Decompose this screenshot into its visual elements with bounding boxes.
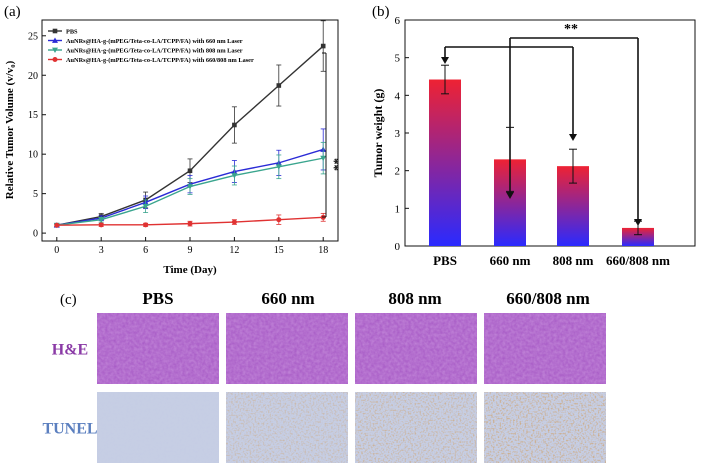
chart-a-point (276, 83, 282, 88)
legend-swatch-marker (52, 47, 58, 53)
chart-a-point (232, 122, 237, 128)
legend-swatch-marker (52, 37, 58, 43)
chart-a-series-line-0 (56, 45, 324, 226)
chart-b-category-label: PBS (433, 253, 457, 268)
chart-a-legend: PBS AuNRs@HA-g-(mPEG/Teta-co-LA/TCPP/FA) … (48, 28, 254, 64)
chart-a-point (276, 217, 282, 223)
chart-a-x-tick-label: 12 (229, 245, 239, 256)
chart-b-category-label: 660 nm (490, 253, 531, 268)
histology-texture (97, 392, 219, 463)
histology-column-title: 808 nm (388, 289, 441, 308)
chart-b-significance-label: ** (564, 22, 578, 37)
chart-b-y-tick-label: 3 (395, 128, 401, 140)
chart-a-y-tick-label: 0 (33, 229, 38, 240)
chart-a-x-axis-label: Time (Day) (163, 264, 217, 276)
tunel-stain-overlay (484, 392, 606, 463)
chart-a-y-tick-label: 5 (33, 189, 38, 200)
panel-label-a: (a) (4, 4, 21, 20)
chart-a-point (231, 173, 238, 179)
chart-b-y-tick-label: 1 (395, 203, 401, 215)
chart-a-x-tick-label: 9 (188, 245, 193, 256)
chart-a-x-tick-label: 18 (318, 245, 328, 256)
histology-row-label: TUNEL (42, 421, 97, 438)
legend-entry-label: AuNRs@HA-g-(mPEG/Teta-co-LA/TCPP/FA) wit… (66, 38, 243, 45)
chart-a-significance-label: ** (327, 158, 342, 171)
histology-panel: PBS 660 nm 808 nm 660/808 nm H&E TUNEL (42, 289, 606, 463)
chart-a-x-tick-label: 0 (54, 245, 59, 256)
legend-entry-label: AuNRs@HA-g-(mPEG/Teta-co-LA/TCPP/FA) wit… (66, 48, 243, 55)
histology-row-label: H&E (52, 342, 88, 359)
chart-a-y-axis-label: Relative Tumor Volume (v/v₀) (4, 60, 16, 199)
chart-a-y-tick-label: 15 (28, 110, 38, 121)
bar-chart-tumor-weight: 0 1 2 3 4 5 6 PBS 660 nm 808 nm 660/808 nm Tumor … (371, 15, 696, 268)
histology-texture (97, 313, 219, 384)
chart-a-y-tick-label: 20 (28, 71, 38, 82)
chart-a-significance: ** (322, 52, 342, 218)
panel-label-c: (c) (60, 292, 77, 308)
chart-a-y-tick-label: 10 (28, 150, 38, 161)
chart-a-point (98, 217, 105, 223)
histology-column-title: 660 nm (261, 289, 314, 308)
line-chart-tumor-volume: 0 3 6 9 12 15 18 0 5 10 15 20 25 PBS AuNRs@HA-g-(mPEG… (4, 19, 342, 276)
chart-a-point (275, 164, 282, 170)
chart-b-y-tick-label: 4 (395, 90, 401, 102)
chart-a-point (187, 221, 193, 227)
chart-a-y-tick-label: 25 (28, 31, 38, 42)
chart-a-point (98, 222, 104, 228)
chart-b-significance: ** (441, 22, 642, 226)
chart-a-point (231, 219, 237, 225)
histology-column-title: 660/808 nm (506, 289, 590, 308)
tunel-stain-overlay (226, 392, 348, 463)
chart-a-point (187, 168, 193, 174)
chart-b-y-tick-label: 6 (395, 15, 401, 27)
histology-texture (355, 313, 477, 384)
chart-b-category-label: 660/808 nm (606, 253, 670, 268)
chart-b-y-axis-label: Tumor weight (g) (371, 89, 385, 178)
chart-a-x-tick-label: 6 (143, 245, 148, 256)
legend-entry-label: PBS (66, 29, 78, 36)
chart-a-point (187, 184, 193, 190)
chart-b-category-label: 808 nm (553, 253, 594, 268)
chart-b-y-tick-label: 0 (395, 241, 401, 253)
bar-3 (622, 227, 654, 246)
legend-swatch-marker (52, 57, 58, 62)
chart-b-y-tick-label: 2 (395, 166, 401, 178)
chart-a-point (320, 155, 327, 162)
chart-a-point (54, 222, 60, 228)
chart-a-x-tick-label: 15 (274, 245, 284, 256)
histology-texture (484, 313, 606, 384)
legend-entry-label: AuNRs@HA-g-(mPEG/Teta-co-LA/TCPP/FA) wit… (66, 57, 254, 64)
histology-column-title: PBS (142, 289, 173, 308)
chart-b-y-tick-label: 5 (395, 53, 401, 65)
tunel-stain-overlay (355, 392, 477, 463)
chart-a-point (142, 203, 149, 210)
bar-0 (429, 79, 461, 246)
panel-label-b: (b) (372, 4, 390, 20)
legend-swatch-marker (52, 28, 58, 34)
chart-a-point (143, 222, 149, 228)
histology-texture (226, 313, 348, 384)
chart-a-x-tick-label: 3 (99, 245, 104, 256)
chart-a-point (320, 43, 326, 49)
